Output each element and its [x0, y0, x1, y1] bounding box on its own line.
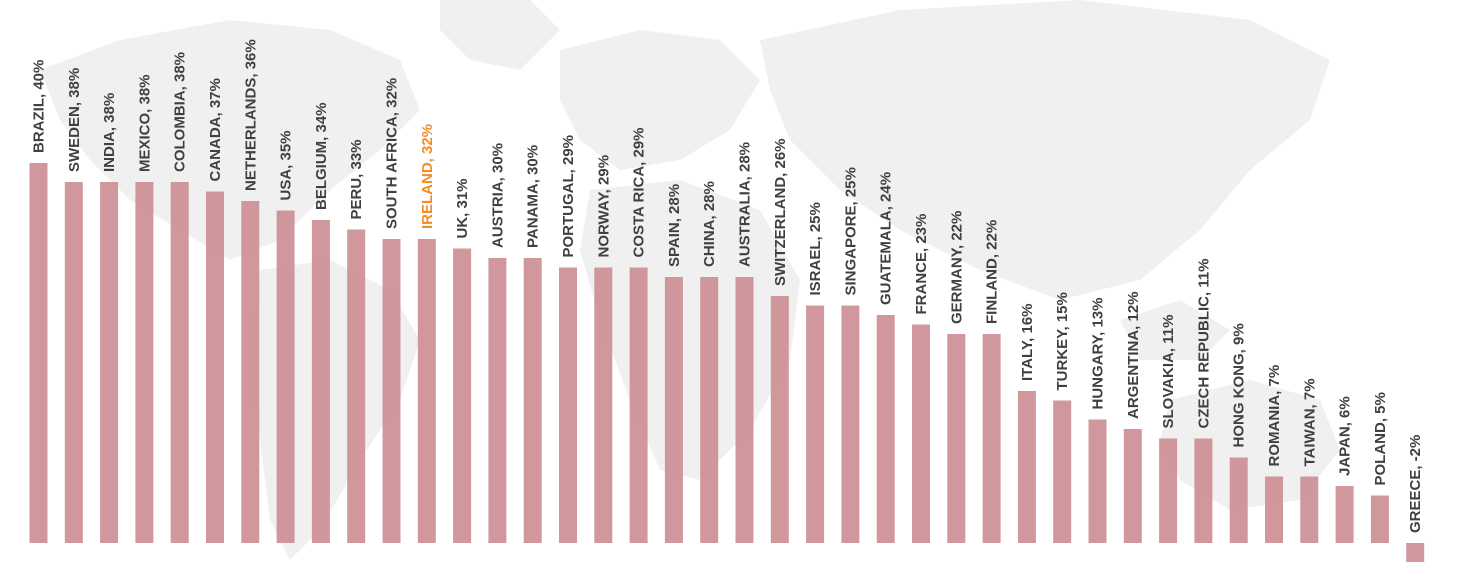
bar-label-italy: ITALY, 16% — [1019, 303, 1036, 381]
bar-israel — [806, 305, 825, 543]
bar-label-usa: USA, 35% — [278, 130, 295, 200]
bar-norway — [594, 267, 613, 543]
bar-label-colombia: COLOMBIA, 38% — [172, 52, 189, 172]
bar-label-brazil: BRAZIL, 40% — [31, 60, 48, 153]
bar-india — [100, 182, 119, 543]
bar-label-ireland: IRELAND, 32% — [419, 124, 436, 229]
bar-label-hungary: HUNGARY, 13% — [1090, 298, 1107, 410]
bar-label-costa-rica: COSTA RICA, 29% — [631, 127, 648, 257]
bar-label-switzerland: SWITZERLAND, 26% — [772, 138, 789, 286]
bar-mexico — [135, 182, 154, 543]
bar-label-germany: GERMANY, 22% — [948, 211, 965, 324]
bar-label-czech-republic: CZECH REPUBLIC, 11% — [1195, 258, 1212, 428]
bar-spain — [664, 277, 683, 543]
bar-label-panama: PANAMA, 30% — [525, 145, 542, 248]
bar-label-south-africa: SOUTH AFRICA, 32% — [384, 78, 401, 229]
bar-romania — [1265, 476, 1283, 543]
bar-turkey — [1053, 400, 1072, 543]
bar-label-spain: SPAIN, 28% — [666, 184, 683, 267]
bar-netherlands — [241, 201, 260, 543]
labels-group: BRAZIL, 40% SWEDEN, 38% INDIA, 38% MEXICO, … — [31, 39, 1425, 533]
bar-label-turkey: TURKEY, 15% — [1054, 292, 1071, 390]
bar-label-netherlands: NETHERLANDS, 36% — [242, 39, 259, 191]
bar-panama — [523, 258, 542, 543]
bar-label-singapore: SINGAPORE, 25% — [842, 167, 859, 295]
bar-france — [912, 324, 930, 543]
bar-peru — [347, 229, 366, 543]
bar-label-uk: UK, 31% — [454, 178, 471, 238]
bar-argentina — [1123, 429, 1142, 543]
bar-south-africa — [382, 239, 401, 543]
bar-uk — [453, 248, 472, 543]
bar-label-peru: PERU, 33% — [348, 139, 365, 219]
bar-label-china: CHINA, 28% — [701, 181, 718, 267]
bar-label-hong-kong: HONG KONG, 9% — [1231, 323, 1248, 447]
bar-sweden — [64, 182, 83, 543]
bar-hungary — [1088, 419, 1107, 543]
bar-label-greece: GREECE, -2% — [1407, 435, 1424, 533]
bar-austria — [488, 258, 507, 543]
bar-label-austria: AUSTRIA, 30% — [489, 143, 506, 248]
bar-china — [700, 277, 719, 543]
bar-label-israel: ISRAEL, 25% — [807, 202, 824, 295]
bar-colombia — [170, 182, 189, 543]
bar-label-poland: POLAND, 5% — [1372, 392, 1389, 485]
bar-czech-republic — [1194, 438, 1213, 543]
bar-label-japan: JAPAN, 6% — [1337, 396, 1354, 476]
bar-guatemala — [876, 315, 895, 543]
bar-greece — [1406, 543, 1425, 562]
bar-costa-rica — [629, 267, 648, 543]
bar-slovakia — [1159, 438, 1178, 543]
bar-label-guatemala: GUATEMALA, 24% — [878, 172, 895, 305]
bar-usa — [276, 210, 295, 543]
bar-poland — [1370, 495, 1389, 543]
bar-label-australia: AUSTRALIA, 28% — [737, 142, 754, 267]
bar-label-norway: NORWAY, 29% — [595, 155, 612, 258]
bars-group — [29, 163, 1425, 562]
bar-germany — [947, 334, 966, 543]
bar-brazil — [29, 163, 48, 543]
bar-label-portugal: PORTUGAL, 29% — [560, 135, 577, 258]
bar-label-slovakia: SLOVAKIA, 11% — [1160, 315, 1177, 429]
bar-label-romania: ROMANIA, 7% — [1266, 365, 1283, 467]
world-map-background — [40, 0, 1340, 560]
bar-label-france: FRANCE, 23% — [913, 214, 930, 315]
bar-label-sweden: SWEDEN, 38% — [66, 68, 83, 172]
bar-switzerland — [770, 296, 789, 543]
bar-italy — [1017, 391, 1036, 543]
bar-label-india: INDIA, 38% — [101, 93, 118, 172]
bar-australia — [735, 277, 754, 543]
bar-canada — [206, 191, 224, 543]
bar-taiwan — [1300, 476, 1319, 543]
bar-singapore — [841, 305, 860, 543]
bar-belgium — [311, 220, 330, 543]
bar-portugal — [559, 267, 577, 543]
bar-label-mexico: MEXICO, 38% — [136, 74, 153, 172]
bar-japan — [1335, 486, 1354, 543]
bar-finland — [982, 334, 1001, 543]
bar-label-argentina: ARGENTINA, 12% — [1125, 291, 1142, 419]
bar-ireland — [417, 239, 436, 543]
bar-hong-kong — [1229, 457, 1248, 543]
bar-label-finland: FINLAND, 22% — [984, 220, 1001, 324]
bar-label-belgium: BELGIUM, 34% — [313, 102, 330, 210]
bar-label-canada: CANADA, 37% — [207, 78, 224, 181]
bar-label-taiwan: TAIWAN, 7% — [1301, 378, 1318, 466]
